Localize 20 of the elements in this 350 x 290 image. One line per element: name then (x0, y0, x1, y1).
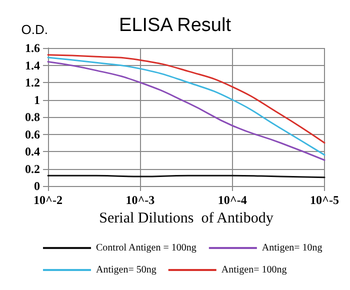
y-tick-label: 0.8 (25, 110, 40, 124)
y-tick-label: 0 (34, 179, 40, 193)
y-axis-title: O.D. (21, 22, 48, 37)
legend-label: Antigen= 50ng (96, 264, 156, 276)
y-tick-label: 1.2 (25, 76, 40, 90)
y-tick-label: 0.6 (25, 127, 40, 142)
y-tick-label: 1.4 (25, 58, 40, 72)
chart-title: ELISA Result (119, 15, 232, 36)
x-axis-title: Serial Dilutions of Antibody (99, 210, 274, 226)
x-tick-label: 10^-3 (126, 193, 155, 207)
legend-label: Antigen= 10ng (262, 242, 322, 254)
y-tick-label: 0.4 (25, 144, 40, 158)
x-tick-label: 10^-4 (218, 193, 247, 207)
y-tick-label: 0.2 (25, 162, 40, 176)
x-tick-label: 10^-5 (310, 193, 339, 207)
y-tick-label: 1.6 (25, 41, 40, 55)
x-tick-label: 10^-2 (34, 193, 62, 207)
legend-label: Control Antigen = 100ng (96, 242, 196, 254)
y-tick-label: 1 (34, 92, 40, 107)
legend-label: Antigen= 100ng (221, 264, 287, 276)
